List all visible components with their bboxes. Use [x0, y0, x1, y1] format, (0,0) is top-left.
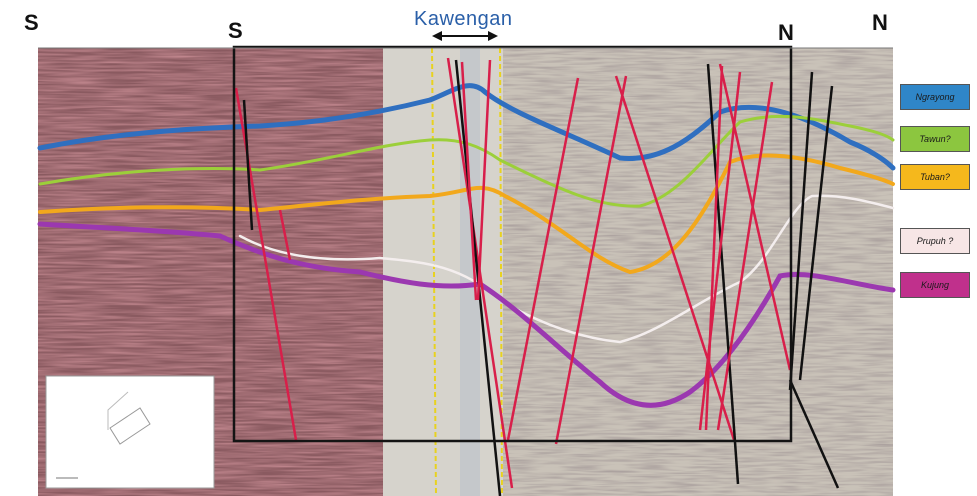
legend-label: Prupuh ? — [916, 236, 954, 246]
horizon-prupuh — [238, 194, 895, 344]
legend-tawun: Tawun? — [900, 126, 970, 152]
legend-label: Kujung — [920, 280, 950, 290]
legend-kujung: Kujung — [900, 272, 970, 298]
label-south-inner: S — [228, 18, 243, 43]
legend-prupuh: Prupuh ? — [900, 228, 970, 254]
fault-group — [234, 57, 840, 496]
fault-line — [506, 77, 580, 441]
legend-label: Tawun? — [919, 134, 951, 144]
fault-line — [798, 85, 834, 381]
fault-line — [704, 65, 724, 431]
label-north-outer: N — [872, 10, 888, 35]
legend-tuban: Tuban? — [900, 164, 970, 190]
fault-line — [476, 59, 492, 301]
fault-line — [718, 63, 792, 371]
seismic-panel-center — [383, 48, 503, 496]
well-marker-line — [431, 47, 437, 496]
label-south-outer: S — [24, 10, 39, 35]
fault-line — [788, 71, 814, 391]
label-north-inner: N — [778, 20, 794, 45]
location-inset-map — [45, 375, 215, 489]
fault-line — [460, 61, 478, 301]
legend-ngrayong: Ngrayong — [900, 84, 970, 110]
study-area-frame — [232, 45, 793, 443]
fault-line — [278, 209, 292, 261]
title-kawengan: Kawengan — [414, 8, 513, 30]
fault-line — [242, 99, 254, 231]
fault-line — [554, 75, 628, 445]
legend-label: Ngrayong — [915, 92, 955, 102]
horizon-tuban — [38, 153, 895, 275]
fault-line — [706, 63, 740, 485]
fault-line — [698, 71, 742, 431]
horizon-group — [37, 83, 896, 408]
fault-line — [788, 379, 840, 489]
horizon-kujung — [37, 221, 896, 408]
fault-line — [614, 75, 736, 441]
fault-line — [716, 81, 774, 431]
double-arrow-icon — [432, 31, 498, 41]
legend-label: Tuban? — [920, 172, 950, 182]
seismic-panel-right-texture — [503, 48, 893, 496]
well-marker-line — [499, 47, 503, 496]
horizon-tawun — [38, 114, 895, 208]
